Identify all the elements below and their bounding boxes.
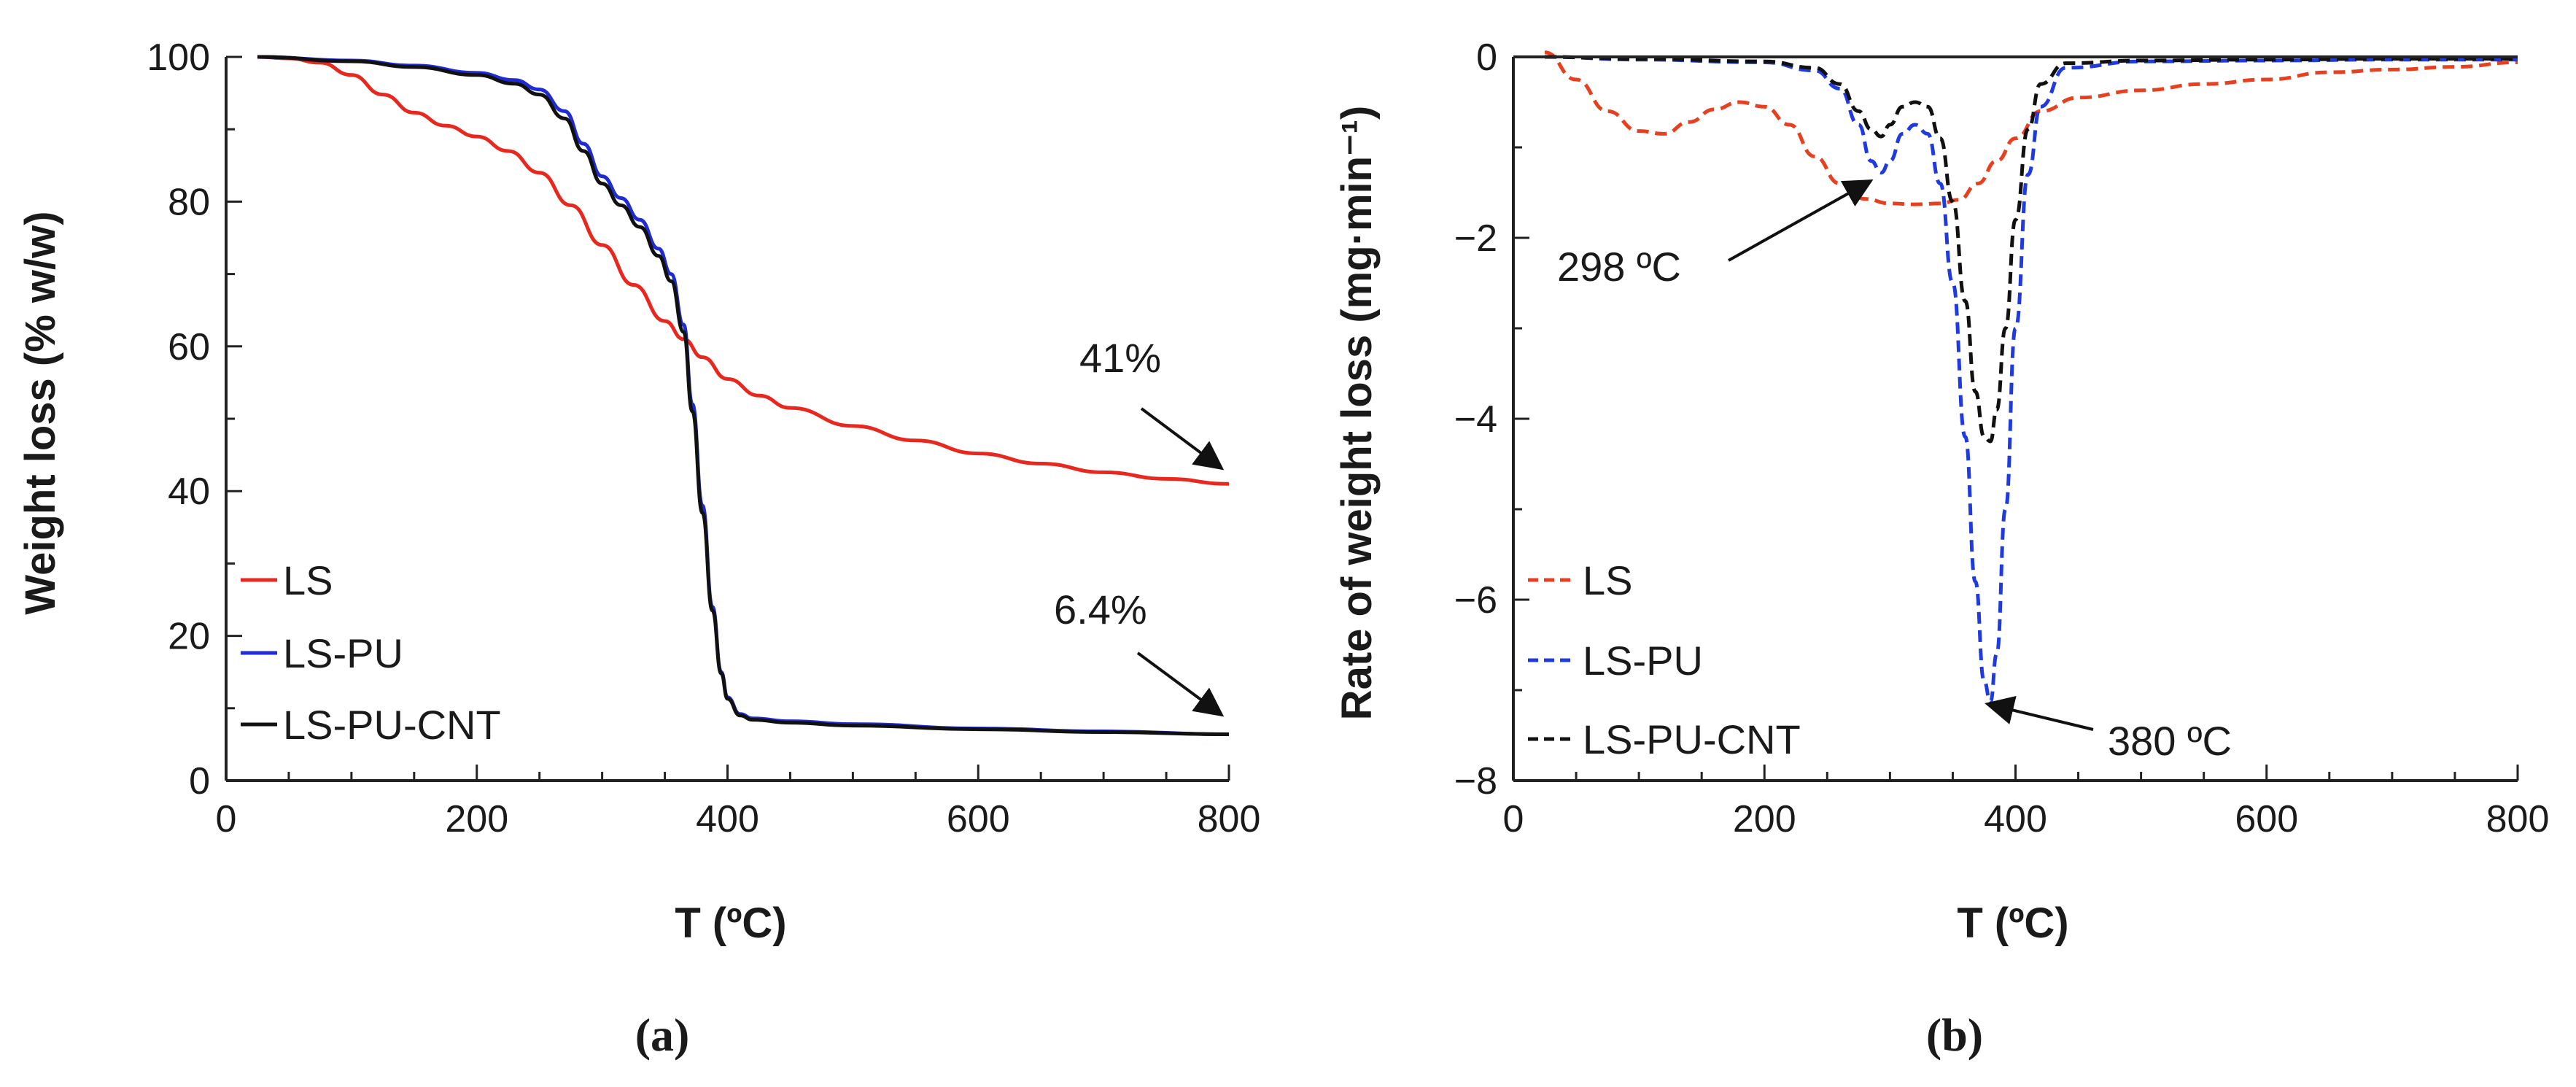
annotation-6-4-percent: 6.4%: [1054, 587, 1147, 633]
y-tick-label: 60: [168, 326, 210, 368]
y-tick-label: −6: [1454, 579, 1497, 622]
series-line-ls-pu-cnt: [257, 55, 1230, 737]
annotation-41-percent: 41%: [1079, 335, 1161, 381]
series-line-ls: [1544, 50, 2518, 206]
panel-b: 0 200 400 600 800 0 −2 −4 −6 −8 Rate of weight lo…: [1333, 36, 2549, 1061]
x-tick-label: 800: [1198, 798, 1261, 840]
y-tick-label: −8: [1454, 760, 1497, 802]
y-tick-label: 40: [168, 471, 210, 513]
x-tick-label: 400: [1984, 798, 2047, 840]
panel-b-legend: LS LS-PU LS-PU-CNT: [1528, 557, 1801, 762]
annotation-41-arrow: [1140, 407, 1225, 471]
legend-label-ls-pu-cnt: LS-PU-CNT: [283, 702, 501, 748]
x-tick-label: 600: [2235, 798, 2298, 840]
panel-a-xlabel: T (ºC): [675, 900, 786, 947]
annotation-298c: 298 ºC: [1557, 244, 1681, 290]
panel-b-ylabel: Rate of weight loss (mg·min⁻¹): [1333, 106, 1381, 721]
x-tick-label: 200: [1733, 798, 1796, 840]
annotation-380c: 380 ºC: [2108, 718, 2232, 764]
series-line-ls: [257, 55, 1230, 486]
legend-label-ls-pu-cnt: LS-PU-CNT: [1583, 716, 1801, 762]
y-tick-label: 0: [189, 760, 210, 802]
panel-b-xlabel: T (ºC): [1957, 900, 2068, 947]
annotation-380c-arrow: [1985, 696, 2094, 731]
panel-a-ylabel: Weight loss (% w/w): [17, 211, 64, 614]
legend-label-ls-pu: LS-PU: [1583, 638, 1703, 684]
series-line-ls-pu: [1545, 55, 2518, 704]
panel-a: 0 200 400 600 800 0 20 40 60 80 100 Weight loss (%…: [17, 36, 1260, 1061]
y-tick-label: 80: [168, 181, 210, 223]
x-tick-label: 0: [1503, 798, 1524, 840]
y-tick-label: 0: [1476, 36, 1497, 79]
x-tick-label: 800: [2486, 798, 2550, 840]
y-tick-label: −2: [1454, 217, 1497, 260]
x-tick-label: 400: [696, 798, 759, 840]
panel-a-legend: LS LS-PU LS-PU-CNT: [241, 557, 501, 748]
annotation-6-4-arrow: [1136, 651, 1225, 717]
legend-label-ls-pu: LS-PU: [283, 630, 403, 676]
y-tick-label: 100: [147, 36, 210, 79]
y-tick-label: 20: [168, 616, 210, 658]
annotation-298c-arrow: [1728, 179, 1874, 262]
y-tick-label: −4: [1454, 398, 1497, 441]
series-line-ls-pu-cnt: [1545, 55, 2518, 444]
x-tick-label: 0: [216, 798, 237, 840]
legend-label-ls: LS: [283, 557, 333, 603]
panel-b-caption: (b): [1926, 1009, 1983, 1061]
x-tick-label: 200: [445, 798, 508, 840]
panel-a-caption: (a): [635, 1009, 690, 1061]
x-tick-label: 600: [947, 798, 1010, 840]
legend-label-ls: LS: [1583, 557, 1633, 603]
